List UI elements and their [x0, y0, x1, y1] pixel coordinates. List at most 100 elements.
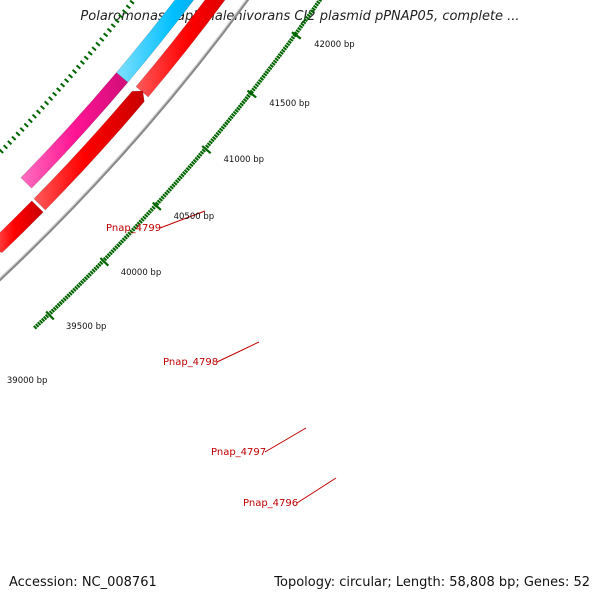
plasmid-backbone	[0, 0, 250, 282]
ruler-tick	[48, 310, 54, 315]
ruler-tick	[259, 76, 265, 81]
ruler-tick	[292, 33, 297, 38]
ruler-tick	[212, 136, 217, 141]
gene-label[interactable]: Pnap_4798	[163, 357, 218, 368]
ruler-tick	[64, 78, 70, 84]
ruler-tick	[312, 4, 318, 9]
ruler-tick	[290, 35, 296, 40]
ruler-tick	[87, 272, 92, 277]
ruler-tick	[48, 96, 54, 102]
ruler-tick	[62, 297, 67, 302]
ruler-tick	[123, 235, 128, 240]
ruler-label: 42000 bp	[314, 40, 355, 50]
ruler-tick	[266, 68, 271, 73]
ruler-major-tick	[201, 145, 212, 155]
ruler-tick	[241, 100, 246, 105]
ruler-tick	[87, 50, 93, 56]
ruler-tick	[215, 131, 220, 136]
ruler-tick	[272, 59, 278, 64]
ruler-tick	[210, 138, 215, 143]
ruler-tick	[169, 185, 174, 190]
ruler-tick	[140, 217, 145, 222]
ruler-tick	[114, 245, 119, 250]
gene-leader-line	[159, 210, 206, 229]
ruler-major-tick	[152, 201, 162, 211]
gene-label[interactable]: Pnap_4797	[211, 447, 266, 458]
ruler-tick	[129, 0, 135, 5]
accession-label: Accession: NC_008761	[9, 575, 157, 590]
gene-label[interactable]: Pnap_4796	[243, 498, 298, 509]
ruler-tick	[11, 135, 17, 141]
ruler-label: 39500 bp	[66, 322, 107, 332]
ruler-tick	[192, 158, 198, 163]
ruler-tick	[60, 299, 65, 304]
ruler-tick	[83, 55, 89, 61]
ruler-tick	[78, 281, 83, 287]
ruler-tick	[125, 233, 130, 238]
ruler-tick	[155, 201, 160, 206]
ruler-tick	[185, 167, 190, 172]
ruler-major-tick	[99, 257, 110, 267]
ruler-tick	[180, 173, 185, 178]
ruler-tick	[118, 13, 124, 19]
ruler-tick	[293, 31, 299, 36]
ruler-tick	[93, 266, 98, 271]
ruler-tick	[81, 278, 87, 283]
ruler-tick	[194, 156, 199, 161]
ruler-tick	[40, 317, 46, 323]
gene-red-long[interactable]	[33, 90, 145, 211]
ruler-tick	[44, 100, 50, 106]
ruler-tick	[217, 129, 222, 134]
ruler-tick	[145, 211, 151, 216]
gene-label[interactable]: Pnap_4799	[106, 223, 161, 234]
ruler-tick	[174, 179, 180, 184]
ruler-tick	[244, 96, 249, 101]
ruler-tick	[236, 106, 241, 111]
ruler-tick	[71, 69, 78, 74]
gene-pnap-4798[interactable]	[20, 72, 129, 189]
ruler-tick	[171, 183, 176, 188]
ruler-tick	[201, 148, 206, 153]
ruler-tick	[295, 29, 300, 34]
ruler-tick	[97, 262, 102, 267]
ruler-tick	[37, 321, 42, 326]
ruler-tick	[162, 193, 167, 198]
ruler-tick	[246, 93, 251, 98]
ruler-tick	[127, 231, 132, 236]
ruler-tick	[206, 142, 212, 147]
gene-red-4800[interactable]	[135, 0, 250, 98]
ruler-tick	[121, 9, 128, 14]
ruler-tick	[58, 300, 63, 306]
ruler-tick	[54, 304, 59, 309]
ruler-tick	[102, 256, 108, 262]
ruler-tick	[89, 270, 94, 275]
ruler-tick	[44, 314, 50, 319]
ruler-tick	[70, 289, 75, 294]
ruler-label: 41500 bp	[269, 99, 310, 109]
ruler-tick	[227, 117, 232, 122]
ruler-major-tick	[291, 31, 302, 40]
ruler-tick	[257, 78, 263, 83]
ruler-tick	[52, 91, 58, 97]
ruler-tick	[267, 66, 273, 71]
ruler-tick	[99, 37, 105, 42]
ruler-tick	[314, 2, 319, 7]
ruler-tick	[129, 229, 134, 234]
ruler-tick	[74, 285, 79, 291]
ruler-tick	[239, 102, 244, 107]
ruler-tick	[75, 64, 81, 70]
ruler-tick	[79, 280, 85, 285]
ruler-ticks-inner	[0, 0, 135, 154]
ruler-tick	[271, 61, 276, 66]
ruler-tick	[68, 291, 73, 296]
gene-pnap-4797[interactable]	[0, 200, 44, 253]
ruler-tick	[138, 219, 143, 224]
ruler-label: 40000 bp	[121, 268, 162, 278]
ruler-tick	[301, 20, 307, 25]
ruler-tick	[176, 177, 182, 182]
ruler-tick	[106, 27, 112, 33]
ruler-tick	[262, 72, 268, 77]
plasmid-backbone-highlight	[0, 0, 247, 279]
ruler-tick	[229, 115, 234, 120]
ruler-tick	[256, 81, 261, 86]
